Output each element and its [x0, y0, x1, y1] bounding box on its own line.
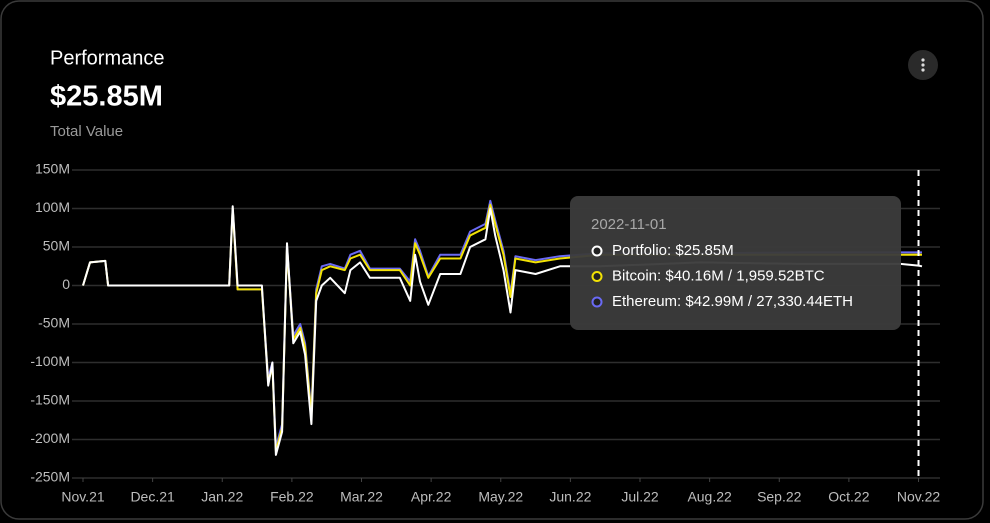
x-tick-label: Feb.22	[270, 489, 314, 505]
tooltip-item: Bitcoin: $40.16M / 1,959.52BTC	[612, 267, 825, 284]
x-tick-label: Aug.22	[687, 489, 732, 505]
x-tick-label: Dec.21	[130, 489, 175, 505]
chart-title: Performance	[50, 47, 165, 69]
x-tick-label: Sep.22	[757, 489, 802, 505]
tooltip-marker	[591, 296, 603, 308]
menu-button[interactable]	[908, 50, 938, 80]
tooltip-marker	[591, 271, 603, 282]
menu-dot	[921, 58, 925, 62]
y-tick-label: -250M	[30, 469, 70, 485]
x-tick-label: May.22	[478, 489, 523, 505]
tooltip-item: Ethereum: $42.99M / 27,330.44ETH	[612, 293, 853, 310]
y-tick-label: -100M	[30, 353, 70, 369]
y-tick-label: 100M	[35, 199, 70, 215]
x-tick-label: Jan.22	[201, 489, 243, 505]
y-tick-label: -200M	[30, 430, 70, 446]
x-tick-label: Apr.22	[411, 489, 452, 505]
total-label: Total Value	[50, 123, 123, 140]
y-tick-label: 0	[62, 276, 70, 292]
total-value: $25.85M	[50, 81, 163, 113]
tooltip-marker	[591, 245, 603, 257]
x-tick-label: Jun.22	[549, 489, 591, 505]
y-tick-label: 50M	[43, 238, 70, 254]
y-tick-label: 150M	[35, 161, 70, 177]
tooltip-item: Portfolio: $25.85M	[612, 242, 734, 259]
menu-dot	[921, 68, 925, 72]
tooltip-date: 2022-11-01	[591, 216, 667, 233]
menu-dot	[921, 63, 925, 67]
tooltip: 2022-11-01 Portfolio: $25.85M Bitcoin: $40…	[570, 196, 901, 330]
x-tick-label: Nov.22	[897, 489, 941, 505]
y-tick-label: -150M	[30, 392, 70, 408]
x-tick-label: Oct.22	[828, 489, 869, 505]
tooltip-box	[570, 196, 901, 330]
x-tick-label: Mar.22	[340, 489, 383, 505]
y-tick-label: -50M	[38, 315, 70, 331]
x-tick-label: Nov.21	[61, 489, 105, 505]
series-line	[82, 205, 923, 456]
x-tick-label: Jul.22	[621, 489, 659, 505]
